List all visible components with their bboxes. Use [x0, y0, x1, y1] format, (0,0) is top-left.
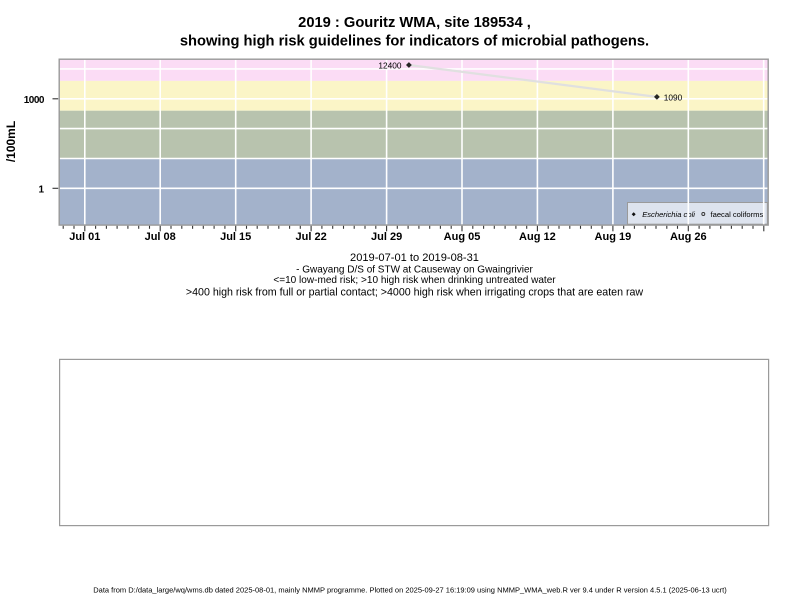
svg-text:Jul 29: Jul 29 [371, 231, 402, 243]
svg-text:faecal coliforms: faecal coliforms [711, 210, 764, 219]
svg-text:12400: 12400 [378, 61, 401, 71]
svg-text:Jul 22: Jul 22 [296, 231, 327, 243]
svg-text:>400 high risk from full or pa: >400 high risk from full or partial cont… [186, 286, 644, 298]
svg-text:Jul 15: Jul 15 [220, 231, 251, 243]
svg-text:1000: 1000 [24, 95, 45, 106]
svg-text:2019-07-01 to 2019-08-31: 2019-07-01 to 2019-08-31 [350, 252, 479, 264]
svg-text:showing high risk guidelines f: showing high risk guidelines for indicat… [180, 33, 649, 49]
svg-text:Jul 08: Jul 08 [145, 231, 176, 243]
svg-text:Data from D:/data_large/wq/wms: Data from D:/data_large/wq/wms.db dated … [93, 585, 727, 594]
svg-text:2019 : Gouritz WMA, site 18953: 2019 : Gouritz WMA, site 189534 , [298, 15, 531, 31]
svg-text:Jul 01: Jul 01 [69, 231, 100, 243]
svg-text:Aug 05: Aug 05 [444, 231, 481, 243]
svg-text:Aug 26: Aug 26 [670, 231, 707, 243]
svg-text:1: 1 [38, 184, 44, 195]
svg-text:/100mL: /100mL [4, 121, 18, 162]
svg-text:1090: 1090 [664, 93, 683, 103]
svg-text:<=10 low-med risk; >10 high ri: <=10 low-med risk; >10 high risk when dr… [273, 275, 556, 286]
svg-text:Aug 19: Aug 19 [595, 231, 632, 243]
svg-text:Aug 12: Aug 12 [519, 231, 556, 243]
svg-text:Escherichia coli: Escherichia coli [642, 210, 695, 219]
svg-text:- Gwayang D/S of STW at Causew: - Gwayang D/S of STW at Causeway on Gwai… [296, 265, 533, 276]
